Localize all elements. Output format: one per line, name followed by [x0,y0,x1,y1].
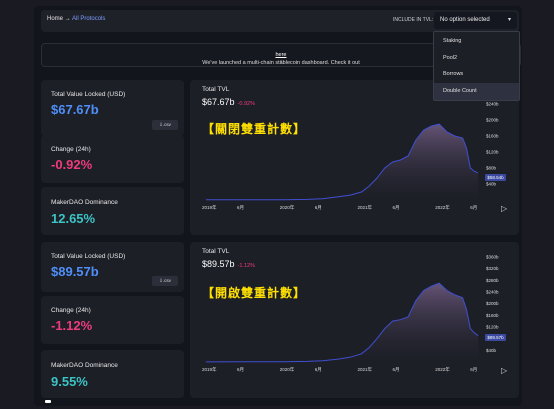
chart-title: Total TVL [202,86,230,93]
y-tick-label: $320b [486,266,499,271]
breadcrumb-arrow-icon: → [64,16,71,22]
y-tick-label: $160b [486,134,499,139]
top-bar: Home → All Protocols INCLUDE IN TVL: No … [41,10,519,32]
chart-change: -1.12% [237,263,255,269]
change-value: -0.92% [51,157,93,172]
tvl-label: Total Value Locked (USD) [51,253,126,260]
y-tick-label: $40b [486,182,497,187]
chart-value: $67.67b -0.92% [202,97,255,107]
x-tick-label: 6月 [315,205,322,211]
download-icon: ⇩ [159,122,163,127]
dominance-value: 9.55% [51,374,88,389]
y-tick-label: $240b [486,102,499,107]
tvl-line [206,123,479,201]
x-tick-label: 2021年 [357,366,372,373]
dominance-card: MakerDAO Dominance 12.65% [41,187,184,235]
x-tick-label: 2021年 [357,204,372,211]
csv-label: .csv [162,122,171,127]
option-borrows[interactable]: Borrows [443,71,464,77]
dominance-value: 12.65% [51,211,96,226]
scroll-indicator [45,400,51,403]
download-csv-button[interactable]: ⇩.csv [152,120,178,130]
dominance-label: MakerDAO Dominance [51,362,118,369]
chart-change: -0.92% [237,101,255,107]
tvl-filter-dropdown: Staking Pool2 Borrows Double Count [433,31,520,101]
change-value: -1.12% [51,318,93,333]
tvl-value: $89.57b [51,264,99,279]
tvl-chart-card: $40b $80b $120b $160b $200b $240b 2019年 6月 2020年… [190,80,519,235]
tvl-card: Total Value Locked (USD) $89.57b ⇩.csv [41,242,184,292]
y-tick-label: $160b [486,313,499,318]
x-tick-label: 2019年 [202,366,217,373]
banner-suffix: ! [280,60,282,66]
y-tick-label: $360b [486,254,499,259]
y-tick-label: $200b [486,118,499,123]
chart-value: $89.57b -1.12% [202,259,255,269]
change-card: Change (24h) -0.92% [41,135,184,183]
banner-link[interactable]: here [275,52,287,58]
download-csv-button[interactable]: ⇩.csv [152,276,178,286]
y-tick-label: $80b [486,166,497,171]
dominance-label: MakerDAO Dominance [51,199,118,206]
y-tick-label: $120b [486,324,499,329]
x-tick-label: 6月 [470,367,477,373]
y-tick-label: $200b [486,301,499,306]
x-tick-label: 6月 [470,205,477,211]
x-tick-label: 6月 [315,367,322,373]
x-tick-label: 2020年 [280,366,295,373]
option-double-count[interactable]: Double Count [434,83,519,100]
x-tick-label: 2022年 [435,204,450,211]
chart-value-text: $67.67b [202,97,235,107]
y-tick-label: $120b [486,150,499,155]
banner-text: We've launched a multi-chain stablecoin … [202,60,360,66]
breadcrumb-home[interactable]: Home [47,16,64,22]
tvl-filter-selected: No option selected [440,17,490,23]
x-tick-label: 6月 [392,367,399,373]
change-label: Change (24h) [51,307,91,314]
chart-value-text: $89.57b [202,259,235,269]
tvl-card: Total Value Locked (USD) $67.67b ⇩.csv [41,80,184,136]
y-tick-label: $240b [486,289,499,294]
chevron-down-icon: ▾ [507,17,511,23]
x-tick-label: 2020年 [280,204,295,211]
annotation-double-count-off: 【關閉雙重計數】 [202,122,307,136]
tvl-area [206,283,479,362]
breadcrumb-all-protocols[interactable]: All Protocols [72,16,106,22]
tvl-chart-card: $40b$80b$120b$160b$200b$240b$280b$320b$3… [190,242,519,398]
x-tick-label: 2022年 [435,366,450,373]
tvl-value: $67.67b [51,102,99,117]
tvl-line [205,282,479,363]
breadcrumb: Home → All Protocols [47,16,105,22]
change-card: Change (24h) -1.12% [41,296,184,344]
include-in-tvl-label: INCLUDE IN TVL: [393,17,434,23]
play-icon[interactable]: ▷ [501,366,508,375]
current-value-marker: $89.57b [485,334,506,341]
current-value-marker: $58.54b [485,174,506,181]
x-tick-label: 6月 [392,205,399,211]
csv-label: .csv [162,278,171,283]
y-tick-label: $40b [486,348,497,353]
tvl-area-chart: $40b $80b $120b $160b $200b $240b 2019年 6月 2020年… [202,102,499,212]
option-staking[interactable]: Staking [443,38,462,44]
dominance-card: MakerDAO Dominance 9.55% [41,350,184,398]
tvl-label: Total Value Locked (USD) [51,91,126,98]
play-icon[interactable]: ▷ [501,204,508,213]
tvl-area-chart: $40b$80b$120b$160b$200b$240b$280b$320b$3… [202,254,499,373]
change-label: Change (24h) [51,146,91,153]
tvl-area [206,124,479,200]
x-tick-label: 6月 [237,205,244,211]
chart-title: Total TVL [202,248,230,255]
tvl-filter-select[interactable]: No option selected ▾ [434,12,517,29]
option-pool2[interactable]: Pool2 [443,55,458,61]
annotation-double-count-on: 【開啟雙重計數】 [202,286,307,300]
download-icon: ⇩ [159,278,163,283]
x-tick-label: 2019年 [202,204,217,211]
y-tick-label: $280b [486,278,499,283]
x-tick-label: 6月 [237,367,244,373]
